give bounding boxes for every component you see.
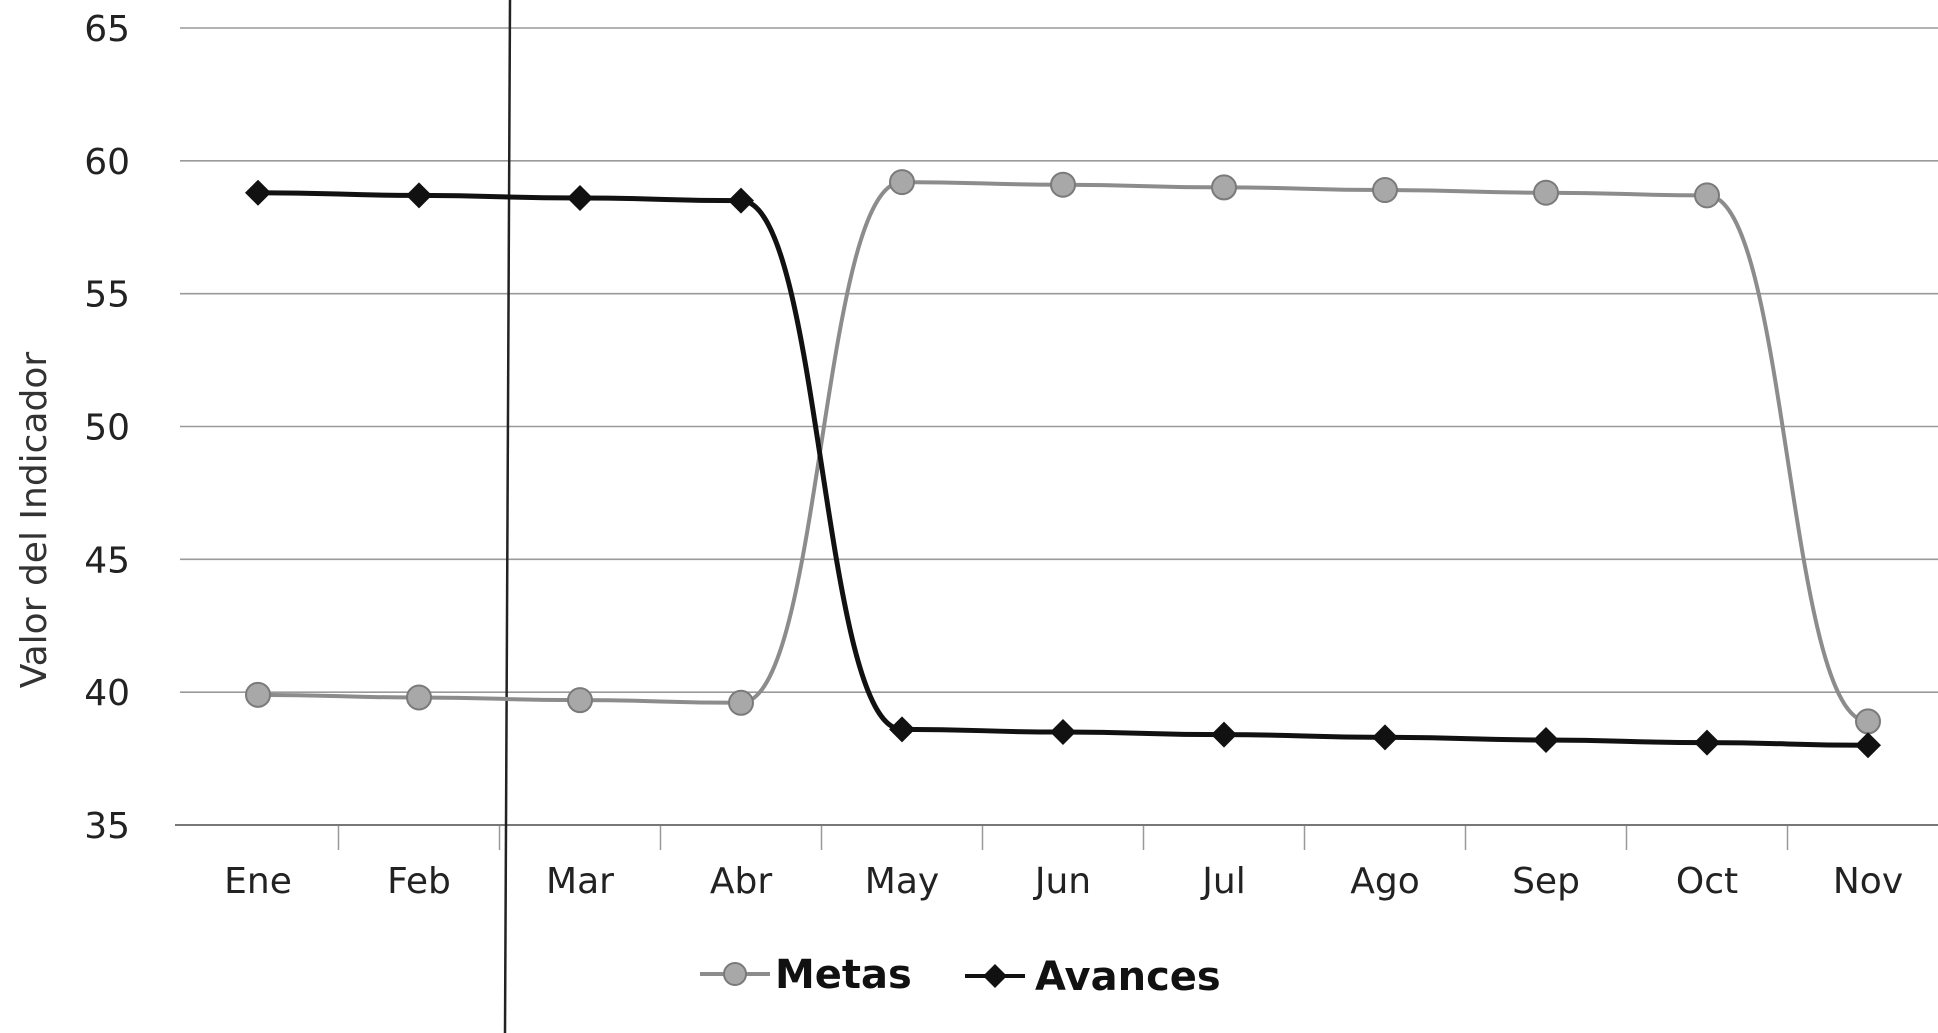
x-tick-label: Abr: [710, 861, 772, 902]
series-avances: [245, 179, 1881, 759]
x-tick-label: Jul: [1200, 861, 1245, 902]
data-point-metas: [1855, 708, 1881, 735]
x-tick-label: Nov: [1833, 861, 1903, 902]
data-point-avances: [1211, 721, 1237, 748]
legend-avances-label: Avances: [1035, 954, 1221, 1000]
data-point-metas: [1372, 177, 1398, 204]
x-tick-label: May: [865, 861, 939, 902]
vertical-marker-line: [503, 0, 512, 1033]
data-point-avances: [728, 187, 754, 214]
data-point-metas: [406, 684, 432, 711]
y-axis-ticks: 35 40 45 50 55 60 65: [84, 9, 130, 847]
data-point-metas: [567, 687, 593, 714]
data-point-avances: [1050, 719, 1076, 746]
x-tick-label: Feb: [387, 861, 451, 902]
data-point-metas: [1050, 171, 1076, 198]
data-point-metas: [1694, 182, 1720, 209]
data-point-avances: [1533, 726, 1559, 753]
x-tick-label: Oct: [1676, 861, 1738, 902]
data-point-avances: [245, 179, 271, 206]
series: [245, 169, 1881, 759]
y-tick-label: 60: [84, 142, 130, 183]
data-point-avances: [1372, 724, 1398, 751]
legend-item-metas: Metas: [700, 952, 912, 998]
data-point-metas: [1533, 179, 1559, 206]
y-tick-label: 55: [84, 275, 130, 316]
legend: Metas Avances: [700, 952, 1221, 1000]
data-point-metas: [1211, 174, 1237, 201]
legend-metas-marker: [723, 962, 747, 986]
y-tick-label: 65: [84, 9, 130, 50]
y-axis-label: Valor del Indicador: [14, 352, 55, 689]
x-tick-label: Ago: [1350, 861, 1420, 902]
x-tick-label: Sep: [1512, 861, 1580, 902]
x-tick-label: Ene: [224, 861, 292, 902]
series-line-avances: [257, 190, 1869, 748]
y-tick-label: 50: [84, 408, 130, 449]
data-point-avances: [1855, 732, 1881, 759]
y-tick-label: 40: [84, 673, 130, 714]
data-point-avances: [889, 716, 915, 743]
gridlines: [180, 27, 1938, 693]
legend-avances-marker: [983, 964, 1007, 988]
data-point-metas: [245, 681, 271, 708]
legend-metas-label: Metas: [775, 952, 912, 998]
x-tick-label: Mar: [546, 861, 614, 902]
data-point-avances: [1694, 729, 1720, 756]
data-point-avances: [406, 182, 432, 209]
y-tick-label: 45: [84, 540, 130, 581]
data-point-metas: [889, 169, 915, 196]
legend-item-avances: Avances: [965, 954, 1221, 1000]
series-line-metas: [257, 180, 1869, 724]
y-tick-label: 35: [84, 806, 130, 847]
data-point-avances: [567, 185, 593, 212]
series-metas: [245, 169, 1881, 735]
data-point-metas: [728, 689, 754, 716]
x-tick-label: Jun: [1033, 861, 1091, 902]
x-axis-ticks: Ene Feb Mar Abr May Jun Jul Ago Sep Oct Nov: [224, 825, 1903, 902]
